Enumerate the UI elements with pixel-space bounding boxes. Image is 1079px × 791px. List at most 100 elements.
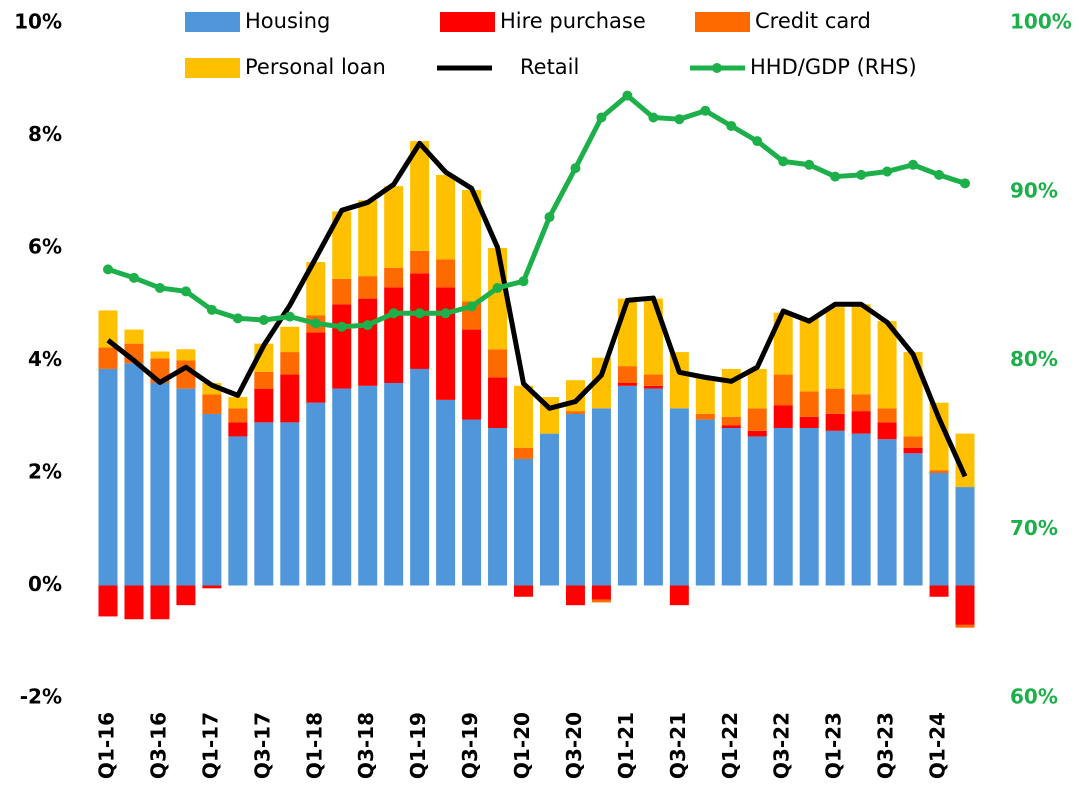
bar-segment <box>825 413 845 431</box>
x-tick-label: Q3-17 <box>250 712 274 779</box>
bar-segment <box>254 388 274 423</box>
bar-segment <box>851 433 871 586</box>
bar-segment <box>150 585 170 620</box>
line <box>106 140 968 478</box>
line-marker <box>284 311 295 322</box>
line-marker <box>180 286 191 297</box>
legend-swatch <box>440 12 495 32</box>
line-marker <box>778 156 789 167</box>
bar-segment <box>643 385 663 389</box>
bar-segment <box>617 385 637 586</box>
line-marker <box>128 272 139 283</box>
bar-segment <box>695 377 715 414</box>
bar-segment <box>410 141 430 251</box>
bar-segment <box>929 470 949 473</box>
line-marker <box>362 320 373 331</box>
bar-segment <box>384 287 404 383</box>
bar-segment <box>228 397 248 409</box>
x-tick-label: Q1-20 <box>510 712 534 779</box>
y2-tick-label: 80% <box>1010 347 1058 371</box>
line-marker <box>206 304 217 315</box>
bar-segment <box>436 399 456 586</box>
bar-segment <box>358 200 378 277</box>
bar-segment <box>591 357 611 409</box>
y-tick-label: 2% <box>28 460 62 484</box>
y2-tick-label: 60% <box>1010 685 1058 709</box>
x-tick-label: Q3-19 <box>458 712 482 779</box>
x-tick-label: Q1-22 <box>718 712 742 779</box>
bar-segment <box>384 186 404 268</box>
line-marker <box>103 264 113 275</box>
line-marker <box>154 282 165 293</box>
line-marker <box>440 308 451 319</box>
bar-segment <box>877 321 897 409</box>
x-tick-label: Q3-18 <box>354 712 378 779</box>
bar-segment <box>799 318 819 392</box>
x-tick-label: Q3-22 <box>770 712 794 779</box>
y-tick-label: 6% <box>28 235 62 259</box>
bar-segment <box>903 453 923 586</box>
bar-segment <box>617 298 637 367</box>
bar-segment <box>124 329 144 344</box>
y-tick-label: 4% <box>28 347 62 371</box>
line-marker <box>336 321 347 332</box>
bar-segment <box>176 388 196 586</box>
x-tick-label: Q1-21 <box>614 712 638 779</box>
bar-segment <box>280 352 300 375</box>
x-tick-label: Q1-24 <box>926 712 950 779</box>
bar-segment <box>254 422 274 586</box>
line-marker <box>258 315 269 325</box>
x-tick-label: Q1-16 <box>95 712 119 779</box>
bar-segment <box>228 436 248 586</box>
legend-swatch <box>185 12 240 32</box>
bar-segment <box>488 377 508 428</box>
bar-segment <box>903 447 923 454</box>
legend-label: Credit card <box>755 9 871 33</box>
line-marker <box>466 301 477 312</box>
bar-segment <box>929 402 949 471</box>
bar-segment <box>280 374 300 423</box>
bar-segment <box>514 458 534 586</box>
bar-segment <box>799 416 819 428</box>
bar-segment <box>358 298 378 386</box>
bar-segment <box>955 487 975 586</box>
line-marker <box>414 308 425 319</box>
legend-label: Hire purchase <box>500 9 646 33</box>
bar-segment <box>773 312 793 375</box>
bar-segment <box>591 599 611 603</box>
bar-segment <box>903 352 923 437</box>
legend-label: HHD/GDP (RHS) <box>750 55 917 79</box>
legend-label: Personal loan <box>245 55 386 79</box>
line-marker <box>388 308 399 319</box>
bar-segment <box>565 411 585 414</box>
bar-segment <box>202 383 222 395</box>
legend-marker <box>712 63 722 73</box>
bar-segment <box>358 276 378 299</box>
bar-segment <box>721 416 741 426</box>
line-marker <box>934 169 945 180</box>
y2-tick-label: 100% <box>1010 10 1072 34</box>
line-marker <box>804 159 815 170</box>
bar-segment <box>825 388 845 414</box>
bar-segment <box>669 408 689 586</box>
bar-segment <box>176 585 196 606</box>
legend-label: Housing <box>245 9 330 33</box>
bar-segment <box>617 383 637 386</box>
bar-segment <box>721 425 741 428</box>
line-marker <box>700 105 711 116</box>
line-marker <box>622 90 633 101</box>
line-marker <box>518 276 529 287</box>
bar-segment <box>955 585 975 625</box>
bar-segment <box>747 408 767 431</box>
bar-segment <box>488 248 508 350</box>
bar-segment <box>124 585 144 620</box>
bar-segment <box>306 262 326 316</box>
bar-segment <box>747 436 767 586</box>
bar-segment <box>721 428 741 586</box>
bar-segment <box>150 351 170 359</box>
bar-segment <box>228 422 248 437</box>
bar-segment <box>98 585 118 617</box>
bar-segment <box>929 585 949 597</box>
line-marker <box>908 159 919 170</box>
bar-segment <box>436 287 456 400</box>
